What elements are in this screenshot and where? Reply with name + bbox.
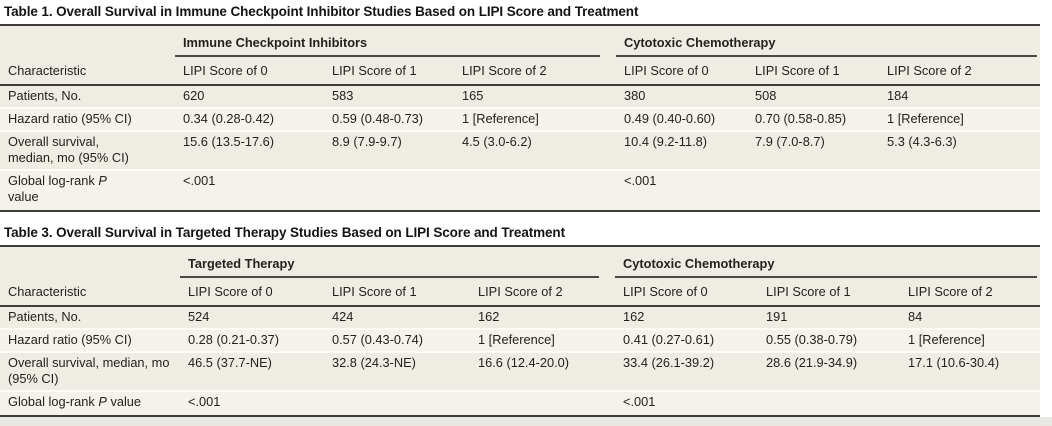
table-row-hazard-ratio: Hazard ratio (95% CI) 0.28 (0.21-0.37) 0… (0, 327, 1041, 352)
table-row-patients: Patients, No. 620 583 165 380 508 184 (0, 85, 1040, 108)
row-label: Global log-rank P value (0, 389, 180, 417)
data-cell: 0.70 (0.58-0.85) (747, 106, 880, 131)
data-cell: 380 (624, 87, 646, 103)
data-cell (747, 168, 880, 212)
table1-characteristic-header: Characteristic (0, 26, 175, 86)
table-row-hazard-ratio: Hazard ratio (95% CI) 0.34 (0.28-0.42) 0… (0, 106, 1041, 131)
data-cell: 191 (766, 308, 788, 324)
subheader-cell: LIPI Score of 0 (180, 277, 324, 307)
data-cell: 4.5 (3.0-6.2) (454, 129, 617, 170)
data-cell: 5.3 (4.3-6.3) (879, 129, 1041, 170)
data-cell: 33.4 (26.1-39.2) (615, 350, 759, 391)
data-cell (879, 168, 1041, 212)
data-cell: <.001 (615, 389, 759, 417)
data-cell (324, 168, 454, 212)
data-cell: 620 (183, 87, 205, 103)
data-cell: 1 [Reference] (454, 106, 617, 131)
table1-group-cytotoxic-chemotherapy: Cytotoxic Chemotherapy (616, 26, 1040, 57)
data-cell (758, 389, 901, 417)
data-cell: 28.6 (21.9-34.9) (758, 350, 901, 391)
data-cell: 583 (332, 87, 354, 103)
subheader-cell: LIPI Score of 0 (175, 56, 324, 86)
data-cell: 17.1 (10.6-30.4) (900, 350, 1041, 391)
data-cell: 84 (908, 308, 923, 324)
data-cell: 0.49 (0.40-0.60) (616, 106, 748, 131)
data-cell: 15.6 (13.5-17.6) (175, 129, 324, 170)
subheader-cell: LIPI Score of 0 (615, 277, 759, 307)
table1-section: Table 1. Overall Survival in Immune Chec… (0, 0, 1041, 212)
data-cell: 184 (887, 87, 909, 103)
data-cell: 0.41 (0.27-0.61) (615, 327, 759, 352)
table-row-patients: Patients, No. 524 424 162 162 191 84 (0, 306, 1040, 329)
table3: Characteristic Targeted Therapy Cytotoxi… (0, 246, 1041, 417)
group-header-label: Cytotoxic Chemotherapy (616, 35, 1038, 57)
subheader-cell: LIPI Score of 2 (900, 277, 1041, 307)
data-cell: 162 (478, 308, 500, 324)
table3-subheader-row: LIPI Score of 0 LIPI Score of 1 LIPI Sco… (0, 277, 1041, 307)
data-cell: 524 (188, 308, 210, 324)
data-cell: 424 (332, 308, 354, 324)
data-cell: 46.5 (37.7-NE) (180, 350, 324, 391)
data-cell: <.001 (175, 168, 324, 212)
subheader-cell: LIPI Score of 1 (747, 56, 880, 86)
data-cell (324, 389, 470, 417)
data-cell: 0.28 (0.21-0.37) (180, 327, 324, 352)
data-cell: 1 [Reference] (900, 327, 1041, 352)
data-cell: 0.59 (0.48-0.73) (324, 106, 454, 131)
subheader-cell: LIPI Score of 2 (879, 56, 1041, 86)
data-cell: 8.9 (7.9-9.7) (324, 129, 454, 170)
data-cell: <.001 (616, 168, 748, 212)
data-cell: 1 [Reference] (470, 327, 616, 352)
table1-group-header-row: Characteristic Immune Checkpoint Inhibit… (0, 26, 1040, 86)
data-cell (454, 168, 617, 212)
row-label: Hazard ratio (95% CI) (0, 327, 180, 352)
table3-group-targeted-therapy: Targeted Therapy (180, 247, 615, 278)
data-cell: 0.55 (0.38-0.79) (758, 327, 901, 352)
table3-caption: Table 3. Overall Survival in Targeted Th… (0, 212, 1040, 247)
table3-group-header-row: Characteristic Targeted Therapy Cytotoxi… (0, 246, 1040, 307)
data-cell: 162 (623, 308, 645, 324)
table3-section: Table 3. Overall Survival in Targeted Th… (0, 212, 1041, 417)
data-cell: 16.6 (12.4-20.0) (470, 350, 616, 391)
table1-group-immune-checkpoint-inhibitors: Immune Checkpoint Inhibitors (175, 26, 616, 57)
page-bottom-strip (0, 416, 1052, 426)
data-cell: 7.9 (7.0-8.7) (747, 129, 880, 170)
data-cell: 0.57 (0.43-0.74) (324, 327, 470, 352)
data-cell: 165 (462, 87, 484, 103)
row-label: Patients, No. (8, 87, 82, 103)
data-cell: 32.8 (24.3-NE) (324, 350, 470, 391)
subheader-cell: LIPI Score of 1 (758, 277, 901, 307)
row-label: Hazard ratio (95% CI) (0, 106, 175, 131)
table3-group-cytotoxic-chemotherapy: Cytotoxic Chemotherapy (615, 247, 1040, 278)
data-cell: 0.34 (0.28-0.42) (175, 106, 324, 131)
table-row-global-log-rank: Global log-rank P value <.001 <.001 (0, 168, 1041, 212)
subheader-cell: LIPI Score of 1 (324, 277, 470, 307)
table-row-overall-survival: Overall survival, median, mo (95% CI) 15… (0, 129, 1041, 170)
subheader-cell: LIPI Score of 2 (454, 56, 617, 86)
row-label: Global log-rank P value (0, 168, 175, 212)
row-label: Overall survival, median, mo (95% CI) (0, 350, 180, 391)
table1-caption: Table 1. Overall Survival in Immune Chec… (0, 0, 1040, 26)
table1: Characteristic Immune Checkpoint Inhibit… (0, 26, 1041, 212)
subheader-cell: LIPI Score of 0 (616, 56, 748, 86)
data-cell (900, 389, 1041, 417)
data-cell: <.001 (180, 389, 324, 417)
data-cell (470, 389, 616, 417)
table3-characteristic-header: Characteristic (0, 246, 180, 307)
row-label: Patients, No. (8, 308, 82, 324)
table-row-overall-survival: Overall survival, median, mo (95% CI) 46… (0, 350, 1041, 391)
subheader-cell: LIPI Score of 1 (324, 56, 454, 86)
journal-tables-document: Table 1. Overall Survival in Immune Chec… (0, 0, 1041, 417)
group-header-label: Targeted Therapy (180, 256, 600, 278)
data-cell: 10.4 (9.2-11.8) (616, 129, 748, 170)
group-header-label: Cytotoxic Chemotherapy (615, 256, 1038, 278)
subheader-cell: LIPI Score of 2 (470, 277, 616, 307)
row-label: Overall survival, median, mo (95% CI) (0, 129, 175, 170)
group-header-label: Immune Checkpoint Inhibitors (175, 35, 601, 57)
data-cell: 508 (755, 87, 777, 103)
table-row-global-log-rank: Global log-rank P value <.001 <.001 (0, 389, 1041, 417)
table1-subheader-row: LIPI Score of 0 LIPI Score of 1 LIPI Sco… (0, 56, 1041, 86)
data-cell: 1 [Reference] (879, 106, 1041, 131)
